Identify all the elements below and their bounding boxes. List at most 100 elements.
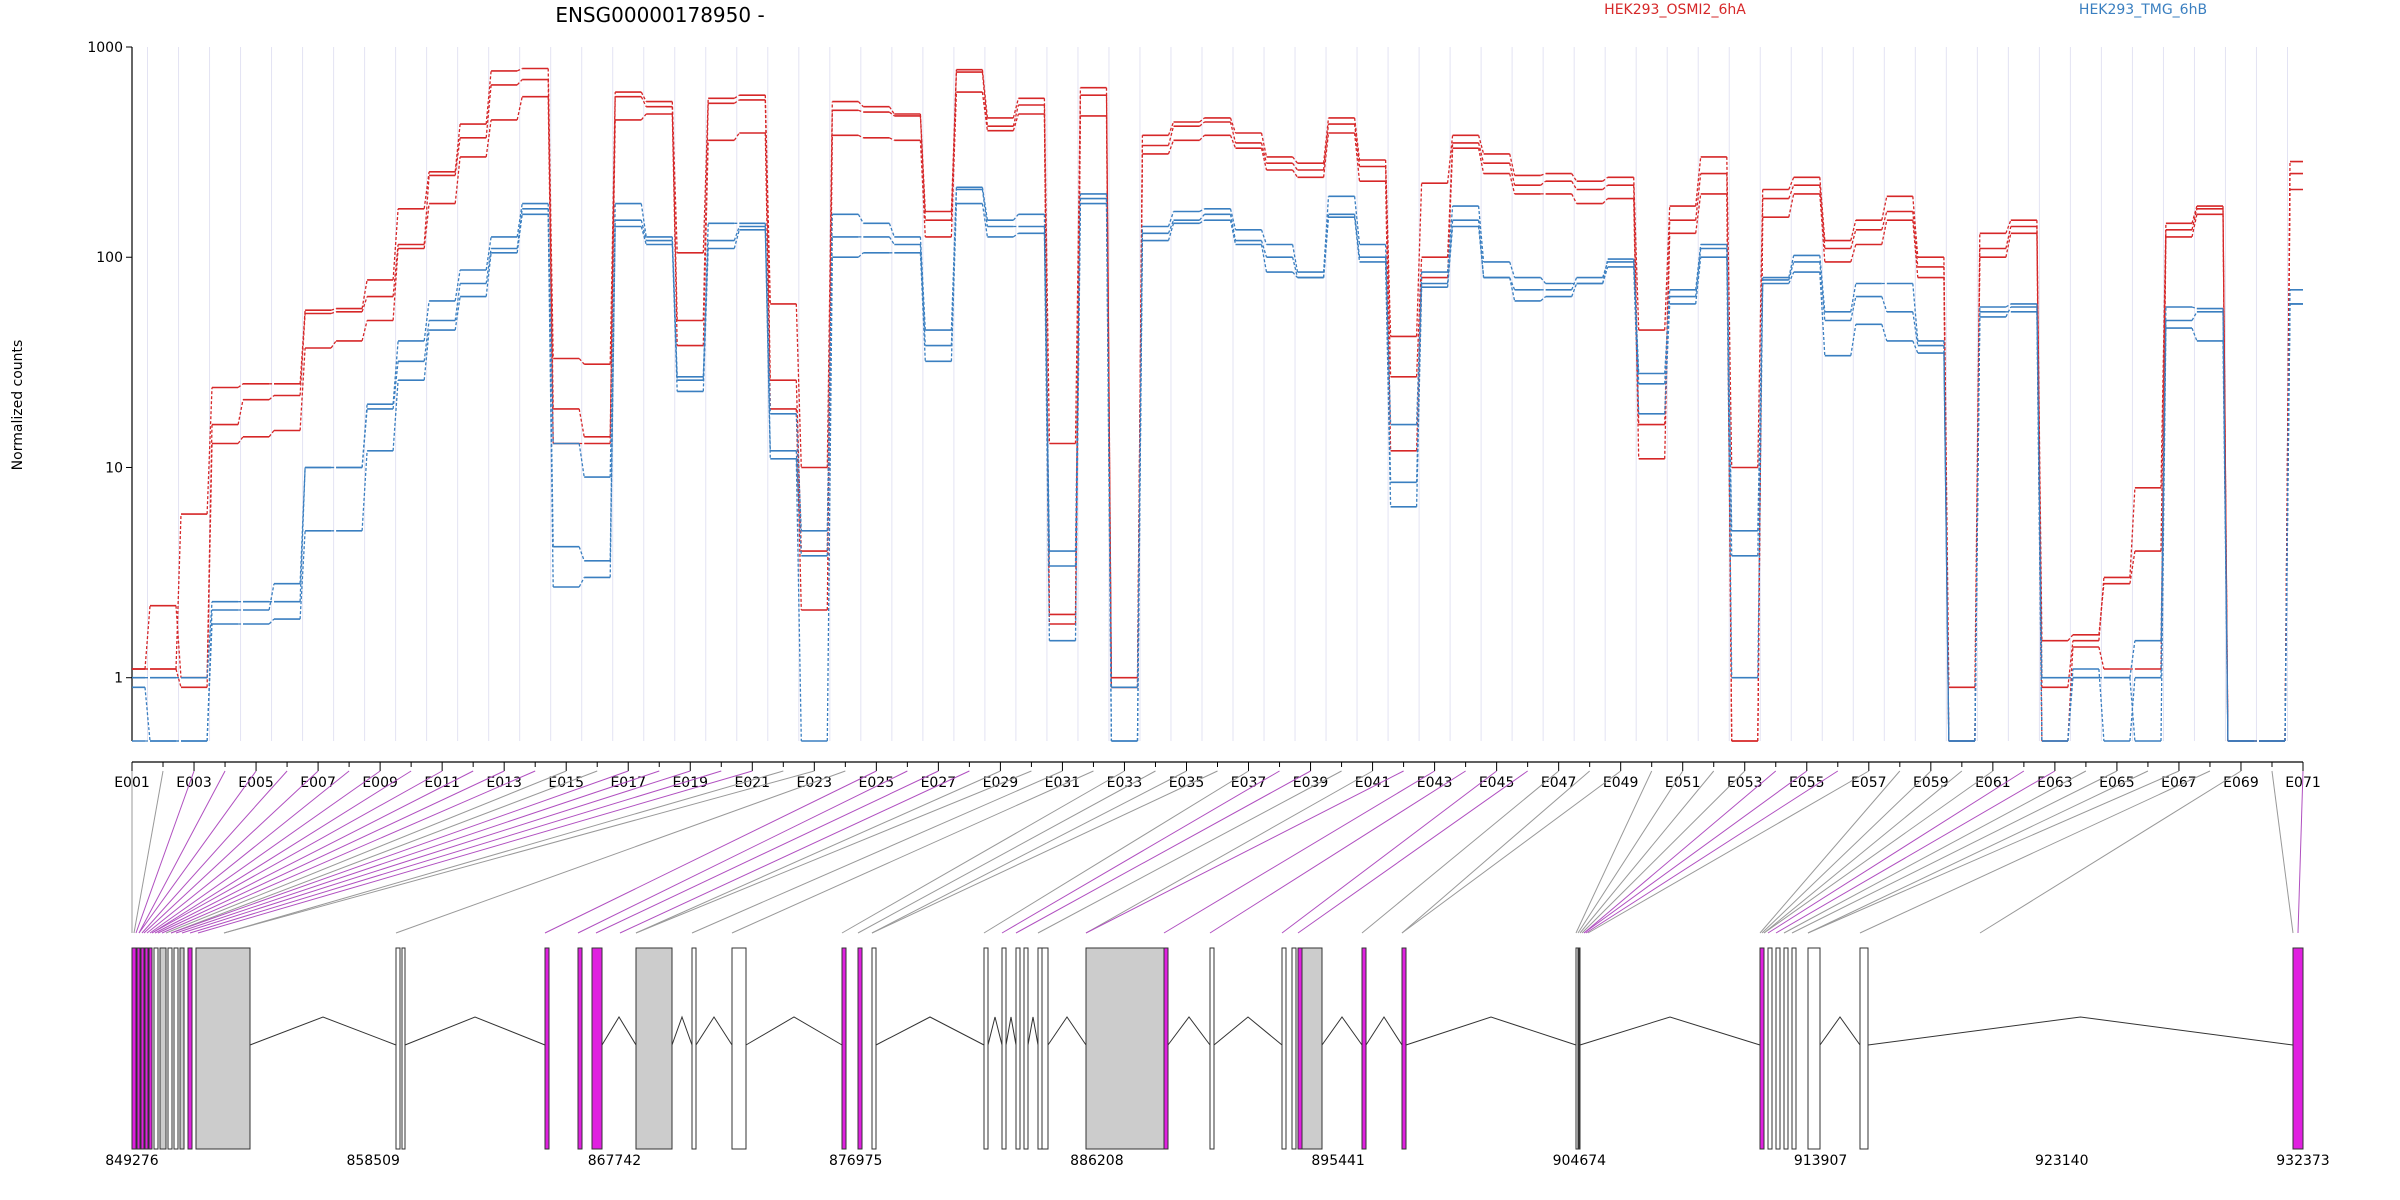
exon-connector bbox=[1085, 770, 1373, 934]
coordinate-label: 913907 bbox=[1794, 1153, 1847, 1169]
x-tick-label: E041 bbox=[1355, 775, 1391, 791]
x-tick-label: E009 bbox=[362, 775, 398, 791]
y-tick-label: 100 bbox=[96, 250, 123, 266]
exon-connector bbox=[157, 770, 505, 934]
exon-connector bbox=[1775, 770, 2056, 934]
exon-box bbox=[1163, 947, 1169, 1150]
exon-box bbox=[401, 947, 406, 1150]
coordinate-label: 858509 bbox=[346, 1153, 399, 1169]
intron-line bbox=[1005, 1016, 1017, 1046]
exon-box bbox=[731, 947, 747, 1150]
coordinate-label: 932373 bbox=[2276, 1153, 2329, 1169]
exon-connector bbox=[1163, 770, 1435, 934]
intron-line bbox=[875, 1016, 985, 1046]
exon-box bbox=[2292, 947, 2304, 1150]
exon-connector bbox=[1037, 770, 1342, 934]
exon-box bbox=[1775, 947, 1781, 1150]
exon-connector bbox=[138, 770, 257, 934]
exon-connector bbox=[197, 770, 753, 934]
exon-connector bbox=[1281, 770, 1497, 934]
exon-connector bbox=[161, 770, 536, 934]
x-tick-label: E017 bbox=[610, 775, 646, 791]
exon-connector bbox=[1807, 770, 2149, 934]
intron-line bbox=[601, 1016, 637, 1046]
x-tick-label: E003 bbox=[176, 775, 212, 791]
intron-line bbox=[695, 1016, 733, 1046]
exon-box bbox=[1759, 947, 1765, 1150]
x-tick-label: E033 bbox=[1107, 775, 1143, 791]
y-tick-label: 1000 bbox=[87, 40, 123, 56]
exon-connector bbox=[189, 770, 722, 934]
exon-box bbox=[577, 947, 583, 1150]
exon-box bbox=[857, 947, 863, 1150]
exon-box bbox=[136, 947, 141, 1150]
exon-connector bbox=[165, 770, 567, 934]
exon-box bbox=[1807, 947, 1821, 1150]
exon-connectors bbox=[131, 770, 2304, 934]
exon-connector bbox=[1015, 770, 1311, 934]
exon-connector bbox=[544, 770, 877, 934]
intron-line bbox=[1819, 1016, 1861, 1046]
exon-connector bbox=[983, 770, 1249, 934]
series-transition bbox=[144, 72, 2291, 742]
series-line bbox=[132, 188, 2303, 742]
exon-connector bbox=[1575, 770, 1653, 934]
exon-connector bbox=[1401, 770, 1621, 934]
series-transition bbox=[144, 189, 2291, 742]
exon-connector bbox=[1763, 770, 1963, 934]
x-tick-label: E027 bbox=[921, 775, 957, 791]
exon-connector bbox=[1209, 770, 1466, 934]
exon-connector bbox=[1581, 770, 1746, 934]
exon-box bbox=[1023, 947, 1029, 1150]
series-transition bbox=[145, 67, 2291, 742]
exon-connector bbox=[133, 770, 164, 934]
exon-box bbox=[871, 947, 877, 1150]
intron-line bbox=[1047, 1016, 1087, 1046]
x-tick-label: E005 bbox=[238, 775, 274, 791]
x-tick-label: E061 bbox=[1975, 775, 2011, 791]
coordinate-label: 849276 bbox=[105, 1153, 159, 1169]
exon-connector bbox=[1859, 770, 2211, 934]
exon-box bbox=[148, 947, 153, 1150]
exon-connector bbox=[577, 770, 908, 934]
exon-connector bbox=[1297, 770, 1528, 934]
exon-box bbox=[159, 947, 167, 1150]
legend-tmg: HEK293_TMG_6hB bbox=[2079, 2, 2207, 18]
x-tick-label: E025 bbox=[859, 775, 895, 791]
exon-connector bbox=[135, 770, 195, 934]
exon-connector bbox=[857, 770, 1156, 934]
x-tick-label: E019 bbox=[672, 775, 708, 791]
exon-connector bbox=[175, 770, 660, 934]
exon-connector bbox=[1759, 770, 1901, 934]
exon-connector bbox=[170, 770, 598, 934]
exon-box bbox=[691, 947, 697, 1150]
x-tick-label: E069 bbox=[2223, 775, 2259, 791]
exon-box bbox=[153, 947, 159, 1150]
exon-connector bbox=[635, 770, 1001, 934]
exon-box bbox=[544, 947, 550, 1150]
x-ticks: E001E003E005E007E009E011E013E015E017E019… bbox=[114, 762, 2321, 791]
exon-grid bbox=[147, 47, 2288, 741]
intron-line bbox=[1321, 1016, 1363, 1046]
exon-connector bbox=[1001, 770, 1280, 934]
exon-box bbox=[144, 947, 149, 1150]
exon-connector bbox=[151, 770, 443, 934]
exon-box bbox=[983, 947, 989, 1150]
x-tick-label: E031 bbox=[1045, 775, 1081, 791]
exon-box bbox=[1209, 947, 1215, 1150]
exon-box bbox=[131, 947, 137, 1150]
y-tick-label: 1 bbox=[114, 671, 123, 687]
exon-box bbox=[1767, 947, 1773, 1150]
coordinate-label: 923140 bbox=[2035, 1153, 2088, 1169]
x-tick-label: E043 bbox=[1417, 775, 1453, 791]
exon-connector bbox=[1361, 770, 1559, 934]
gene-model bbox=[131, 947, 2304, 1150]
exon-box bbox=[635, 947, 673, 1150]
series-lines bbox=[132, 67, 2303, 742]
y-axis-label: Normalized counts bbox=[10, 340, 26, 471]
exon-connector bbox=[635, 770, 1032, 934]
exon-box bbox=[395, 947, 401, 1150]
exon-connector bbox=[1761, 770, 1932, 934]
series-transition bbox=[145, 92, 2291, 742]
exon-connector bbox=[223, 770, 784, 934]
